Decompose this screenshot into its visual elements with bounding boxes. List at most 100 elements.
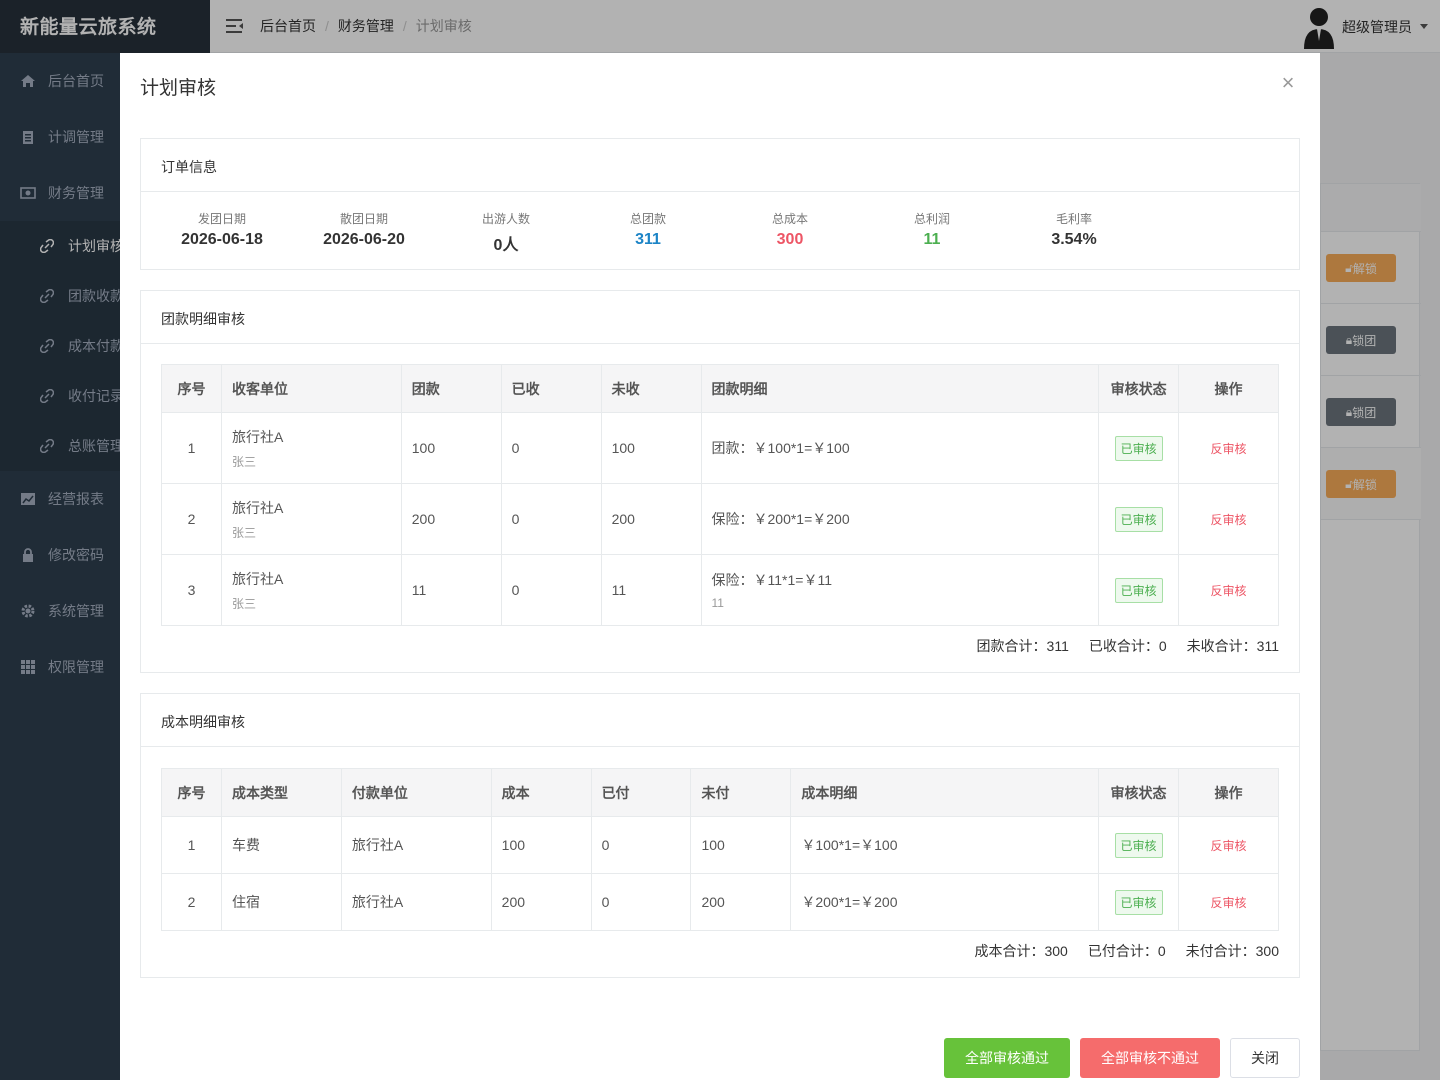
column-header: 审核状态: [1098, 768, 1180, 817]
contact-name: 张三: [231, 596, 256, 611]
lock-button[interactable]: 🔒︎ 锁团: [1326, 398, 1396, 426]
column-header: 成本类型: [220, 768, 342, 817]
column-header: 付款单位: [340, 768, 492, 817]
sidebar-item-reports[interactable]: 经营报表: [0, 471, 210, 527]
total-cost: 成本合计：300: [974, 943, 1068, 959]
link-icon: [40, 389, 54, 403]
unit-name: 旅行社A: [231, 428, 284, 445]
total-received: 已收合计：0: [1088, 638, 1167, 654]
user-menu[interactable]: 超级管理员: [1302, 0, 1428, 53]
unreview-link[interactable]: 反审核: [1210, 583, 1247, 598]
income-table: 序号 收客单位 团款 已收 未收 团款明细 审核状态 操作 1 旅行社A 张三 1…: [161, 364, 1279, 626]
breadcrumb-current: 计划审核: [415, 18, 472, 34]
column-header: 已付: [590, 768, 692, 817]
sidebar-subitem-cost[interactable]: 成本付款: [0, 321, 210, 371]
menu-icon: [226, 19, 243, 33]
sidebar-subitem-income[interactable]: 团款收款: [0, 271, 210, 321]
table-row: 1 车费 旅行社A 100 0 100 ￥100*1=￥100 已审核 反审核: [161, 816, 1279, 874]
close-icon[interactable]: ×: [1281, 70, 1295, 95]
cell-no: 1: [161, 412, 222, 484]
unlock-button[interactable]: 🔓︎ 解锁: [1326, 470, 1396, 498]
lock-icon: 🔒︎: [1345, 404, 1353, 419]
cell-status: 已审核: [1098, 816, 1180, 874]
cell-type: 车费: [220, 816, 342, 874]
sidebar-subitem-plan-review[interactable]: 计划审核: [0, 221, 210, 271]
close-button[interactable]: 关闭: [1230, 1038, 1300, 1078]
cost-review-title: 成本明细审核: [141, 694, 1299, 747]
sidebar-subitem-records[interactable]: 收付记录: [0, 371, 210, 421]
sidebar-subitem-label: 收付记录: [68, 388, 124, 404]
sidebar-item-label: 修改密码: [48, 547, 104, 563]
sidebar-item-label: 权限管理: [48, 659, 104, 675]
stat-total-cost: 总成本 300: [771, 212, 808, 248]
breadcrumb-home[interactable]: 后台首页: [260, 18, 316, 34]
cell-unreceived: 100: [600, 412, 702, 484]
column-header: 操作: [1178, 364, 1279, 413]
unit-name: 旅行社A: [231, 570, 284, 587]
cell-unreceived: 11: [600, 554, 702, 626]
cell-unit: 旅行社A 张三: [220, 412, 402, 484]
stat-end-date: 散团日期 2026-06-20: [323, 212, 405, 248]
total-unpaid: 未付合计：300: [1185, 943, 1279, 959]
table-row: 3 旅行社A 张三 11 0 11 保险：￥11*1=￥11 11 已审核 反审核: [161, 554, 1279, 626]
lock-button[interactable]: 🔒︎ 锁团: [1326, 326, 1396, 354]
total-amount: 团款合计：311: [976, 638, 1069, 654]
unlock-icon: 🔓︎: [1345, 260, 1353, 275]
contact-name: 张三: [231, 454, 256, 469]
column-header: 未付: [690, 768, 792, 817]
breadcrumb-section[interactable]: 财务管理: [337, 18, 394, 34]
unreview-link[interactable]: 反审核: [1210, 838, 1247, 853]
unlock-button[interactable]: 🔓︎ 解锁: [1326, 254, 1396, 282]
table-row: [1321, 184, 1421, 232]
total-paid: 已付合计：0: [1087, 943, 1166, 959]
sidebar-item-finance[interactable]: 财务管理: [0, 165, 210, 221]
sidebar-subitem-label: 计划审核: [68, 238, 124, 254]
sidebar-item-password[interactable]: 修改密码: [0, 527, 210, 583]
home-icon: [21, 75, 35, 87]
column-header: 团款明细: [700, 364, 1100, 413]
unreview-link[interactable]: 反审核: [1210, 512, 1247, 527]
cost-table: 序号 成本类型 付款单位 成本 已付 未付 成本明细 审核状态 操作 1 车费 …: [161, 768, 1279, 931]
reject-all-button[interactable]: 全部审核不通过: [1080, 1038, 1220, 1078]
table-row: 🔓︎ 解锁: [1321, 232, 1421, 304]
avatar: [1304, 7, 1334, 49]
cell-amount: 11: [400, 554, 502, 626]
cell-unit: 旅行社A 张三: [220, 483, 402, 555]
cell-detail: 保险：￥200*1=￥200: [700, 483, 1100, 555]
contact-name: 张三: [231, 525, 256, 540]
cell-status: 已审核: [1098, 873, 1180, 931]
unreview-link[interactable]: 反审核: [1210, 441, 1247, 456]
sidebar-item-planning[interactable]: 计调管理: [0, 109, 210, 165]
table-header-row: 序号 收客单位 团款 已收 未收 团款明细 审核状态 操作: [161, 364, 1279, 413]
order-info-card: 订单信息 发团日期 2026-06-18 散团日期 2026-06-20 出游人…: [140, 138, 1300, 270]
sidebar-item-permissions[interactable]: 权限管理: [0, 639, 210, 695]
stat-travelers: 出游人数 0人: [481, 212, 530, 254]
cell-no: 2: [161, 483, 222, 555]
sidebar-item-label: 财务管理: [48, 185, 104, 201]
stat-total-profit: 总利润 11: [913, 212, 950, 248]
sidebar-item-label: 经营报表: [48, 491, 104, 507]
cell-no: 2: [161, 873, 222, 931]
unreview-link[interactable]: 反审核: [1210, 895, 1247, 910]
cell-cost: 100: [490, 816, 592, 874]
cell-detail: 团款：￥100*1=￥100: [700, 412, 1100, 484]
sidebar-item-system[interactable]: 系统管理: [0, 583, 210, 639]
lock-icon: [23, 548, 33, 562]
stat-margin: 毛利率 3.54%: [1051, 212, 1097, 248]
table-row: 2 住宿 旅行社A 200 0 200 ￥200*1=￥200 已审核 反审核: [161, 873, 1279, 931]
income-review-title: 团款明细审核: [141, 291, 1299, 344]
cell-unit: 旅行社A 张三: [220, 554, 402, 626]
stat-total-income: 总团款 311: [629, 212, 666, 248]
sidebar-item-label: 后台首页: [48, 73, 104, 89]
order-info-title: 订单信息: [141, 139, 1299, 192]
table-header-row: 序号 成本类型 付款单位 成本 已付 未付 成本明细 审核状态 操作: [161, 768, 1279, 817]
approve-all-button[interactable]: 全部审核通过: [944, 1038, 1070, 1078]
breadcrumb: 后台首页 / 财务管理 / 计划审核: [260, 16, 472, 36]
cell-received: 0: [500, 554, 602, 626]
lock-icon: 🔒︎: [1345, 332, 1353, 347]
column-header: 序号: [161, 364, 222, 413]
sidebar-item-home[interactable]: 后台首页: [0, 53, 210, 109]
menu-toggle-button[interactable]: [210, 0, 260, 53]
income-totals: 团款合计：311 已收合计：0 未收合计：311: [957, 636, 1279, 656]
sidebar-subitem-ledger[interactable]: 总账管理: [0, 421, 210, 471]
